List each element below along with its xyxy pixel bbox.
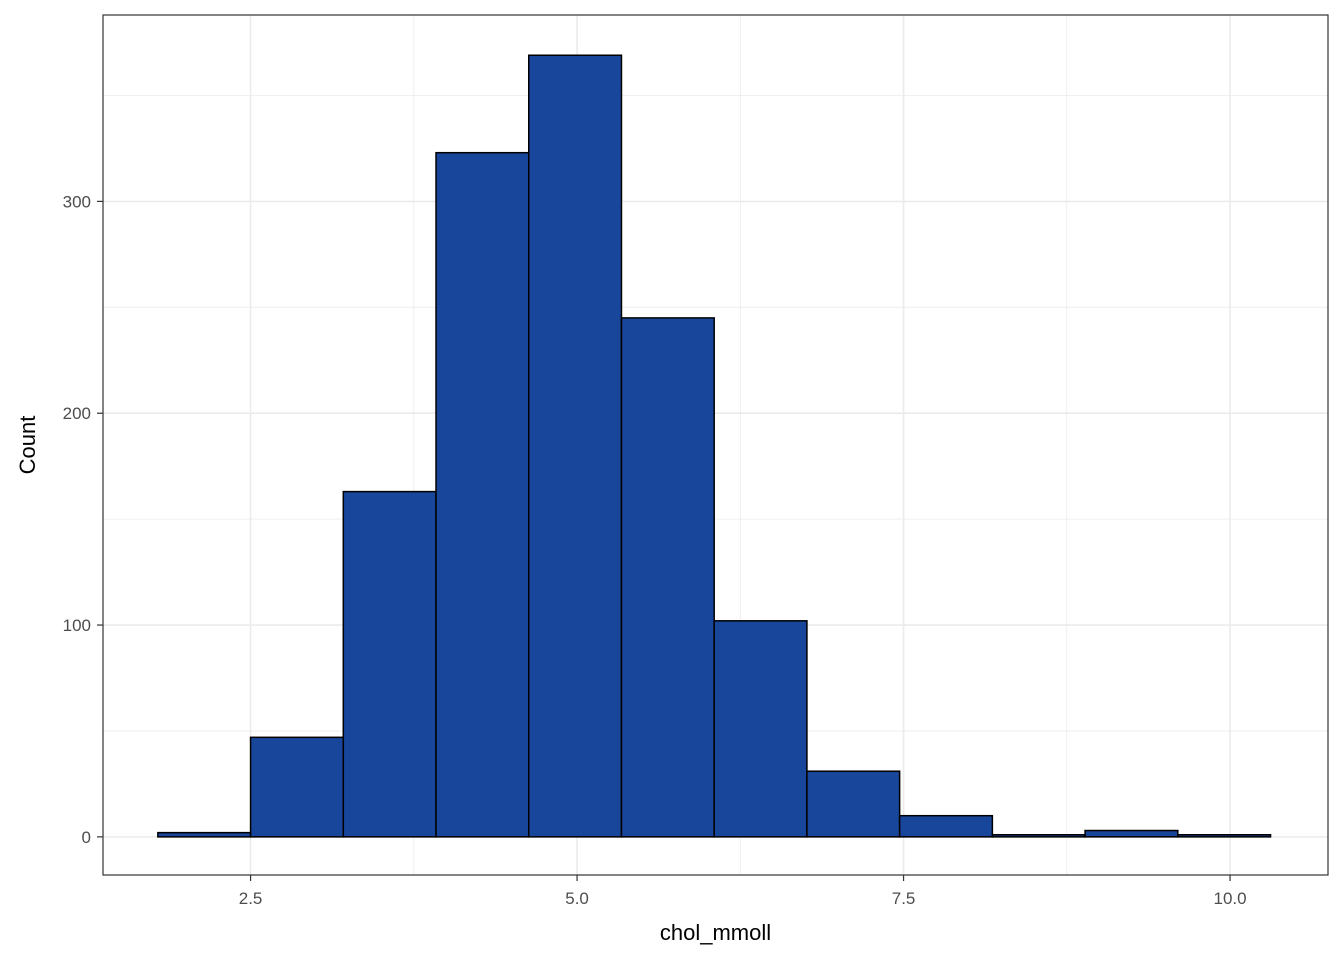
- histogram-bar: [806, 770, 901, 838]
- x-axis-title: chol_mmoll: [660, 920, 771, 945]
- histogram-bar: [1084, 829, 1179, 838]
- x-tick-label: 5.0: [565, 889, 589, 908]
- y-tick-label: 300: [63, 192, 91, 211]
- histogram-bars: [157, 54, 1272, 838]
- x-tick-label: 2.5: [239, 889, 263, 908]
- histogram-bar: [342, 490, 437, 838]
- y-axis: 0 100 200 300: [63, 192, 103, 847]
- panel-border: [102, 14, 1329, 876]
- histogram-bar: [1177, 834, 1272, 838]
- histogram-bar: [249, 736, 345, 838]
- histogram-bar: [157, 831, 252, 838]
- histogram-bar: [620, 317, 715, 838]
- histogram-bar: [991, 834, 1086, 838]
- x-tick-label: 7.5: [892, 889, 916, 908]
- y-tick-label: 0: [82, 828, 91, 847]
- histogram-bar: [435, 151, 530, 838]
- x-tick-label: 10.0: [1214, 889, 1247, 908]
- y-axis-title: Count: [15, 416, 40, 475]
- x-axis: 2.5 5.0 7.5 10.0: [239, 875, 1247, 908]
- histogram-bar: [898, 814, 994, 838]
- y-tick-label: 200: [63, 404, 91, 423]
- y-tick-label: 100: [63, 616, 91, 635]
- histogram-bar: [527, 54, 623, 838]
- histogram-bar: [713, 620, 808, 838]
